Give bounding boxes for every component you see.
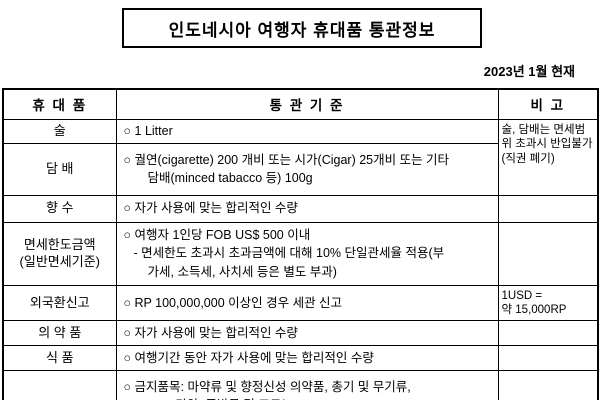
criteria-cell: ○ 여행자 1인당 FOB US$ 500 이내 - 면세한도 초과시 초과금액에… [115,221,499,286]
item-cell: 담 배 [2,142,117,196]
table-row: 술 ○ 1 Litter 술, 담배는 면세범위 초과시 반입불가(직권 폐기) [2,118,599,196]
table-header-row: 휴 대 품 통 관 기 준 비 고 [2,88,599,120]
table-row: 의 약 품 ○ 자가 사용에 맞는 합리적인 수량 [2,320,599,347]
criteria-line: ○ 궐연(cigarette) 200 개비 또는 시가(Cigar) 25개비… [123,152,450,167]
remark-cell [497,345,599,372]
column-header-remark: 비 고 [497,88,599,120]
item-cell [2,370,117,400]
criteria-cell: ○ 자가 사용에 맞는 합리적인 수량 [115,320,499,347]
criteria-line: ○ 자가 사용에 맞는 합리적인 수량 [123,201,298,216]
item-cell: 식 품 [2,345,117,372]
item-cell: 향 수 [2,194,117,223]
criteria-cell: ○ 금지품목: 마약류 및 향정신성 의약품, 총기 및 무기류, 탄약, 폭발물… [115,370,499,400]
table-row: 향 수 ○ 자가 사용에 맞는 합리적인 수량 [2,194,599,223]
item-cell: 면세한도금액 (일반면세기준) [2,221,117,286]
criteria-line: ○ 여행자 1인당 FOB US$ 500 이내 [123,228,311,243]
criteria-line: 담배(minced tabacco 등) 100g [147,171,313,185]
remark-cell [497,194,599,223]
criteria-cell: ○ 궐연(cigarette) 200 개비 또는 시가(Cigar) 25개비… [115,142,499,196]
remark-cell: 1USD = 약 15,000RP [497,284,599,322]
remark-cell: 술, 담배는 면세범위 초과시 반입불가(직권 폐기) [497,118,599,196]
criteria-cell: ○ RP 100,000,000 이상인 경우 세관 신고 [115,284,499,322]
criteria-line: ○ 금지품목: 마약류 및 향정신성 의약품, 총기 및 무기류, [123,379,411,394]
criteria-line: ○ 1 Litter [123,123,173,138]
criteria-line: ○ 여행기간 동안 자가 사용에 맞는 합리적인 수량 [123,351,374,366]
criteria-cell: ○ 여행기간 동안 자가 사용에 맞는 합리적인 수량 [115,345,499,372]
table-row: 담 배 ○ 궐연(cigarette) 200 개비 또는 시가(Cigar) 2… [2,142,598,196]
document-title: 인도네시아 여행자 휴대품 통관정보 [168,20,436,40]
remark-cell [497,221,599,286]
criteria-line: ○ RP 100,000,000 이상인 경우 세관 신고 [123,295,343,310]
criteria-cell: ○ 1 Litter [115,118,499,144]
column-header-item: 휴 대 품 [2,88,117,120]
table-row: 외국환신고 ○ RP 100,000,000 이상인 경우 세관 신고 1USD =… [2,284,599,322]
item-cell: 술 [2,118,117,144]
table-row: 식 품 ○ 여행기간 동안 자가 사용에 맞는 합리적인 수량 [2,345,599,372]
customs-info-table: 휴 대 품 통 관 기 준 비 고 술 ○ 1 Litter 술, 담배는 면세범위… [2,88,599,400]
date-note: 2023년 1월 현재 [483,64,575,79]
item-cell: 의 약 품 [2,320,117,347]
document-title-box: 인도네시아 여행자 휴대품 통관정보 [122,8,482,48]
table-row: 면세한도금액 (일반면세기준) ○ 여행자 1인당 FOB US$ 500 이내 -… [2,221,599,286]
criteria-cell: ○ 자가 사용에 맞는 합리적인 수량 [115,194,499,223]
table-row: ○ 금지품목: 마약류 및 향정신성 의약품, 총기 및 무기류, 탄약, 폭발물… [2,370,599,400]
criteria-line: - 면세한도 초과시 초과금액에 대해 10% 단일관세율 적용(부 [133,246,445,261]
item-cell: 외국환신고 [2,284,117,322]
remark-cell [497,320,599,347]
customs-table-body: 술 ○ 1 Litter 술, 담배는 면세범위 초과시 반입불가(직권 폐기) 담 … [2,118,599,400]
criteria-line: ○ 자가 사용에 맞는 합리적인 수량 [123,326,298,341]
column-header-criteria: 통 관 기 준 [115,88,499,120]
remark-cell [497,370,599,400]
criteria-line: 가세, 소득세, 사치세 등은 별도 부과) [147,264,337,279]
criteria-line: 탄약, 폭발물 및 포르노 [176,396,494,400]
